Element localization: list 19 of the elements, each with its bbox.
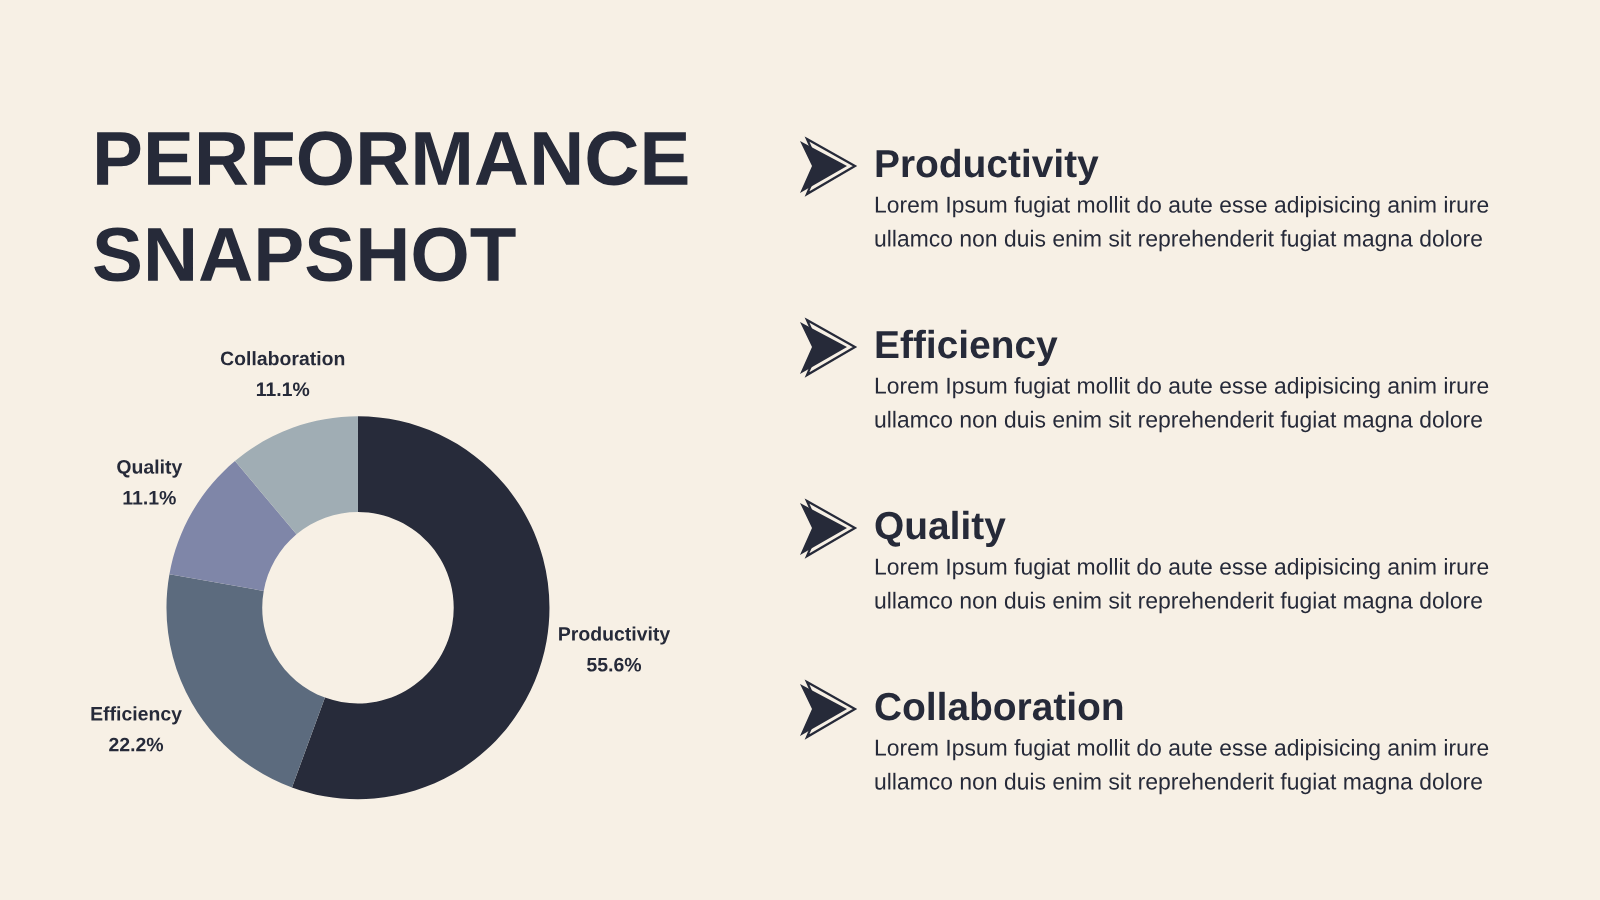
slice-label: Quality [117,459,183,478]
slice-label: Collaboration [220,351,345,366]
text: Lorem Ipsum fugiat mollit do aute esse adipisicing anim irure ullamco non duis enim sit reprehenderit fugiat magna dolore [875,377,1489,433]
data-label: 22.2% [109,737,164,752]
text: Lorem Ipsum fugiat mollit do aute esse adipisicing anim irure ullamco non duis enim sit reprehenderit fugiat magna dolore [875,739,1489,795]
text: Quality [875,510,1006,548]
data-label: 11.1% [256,382,310,397]
text: Collaboration [875,691,1123,721]
data-label: 11.1% [123,490,176,505]
donut-slice [291,416,550,800]
text: Lorem Ipsum fugiat mollit do aute esse adipisicing anim irure ullamco non duis enim sit reprehenderit fugiat magna dolore [875,558,1489,614]
text: Productivity [876,148,1099,186]
data-label: 55.6% [587,657,642,672]
chart-title: PERFORMANCE SNAPSHOT [94,131,688,282]
donut-slice [234,416,358,535]
text: Efficiency [876,329,1058,367]
slice-label: Efficiency [91,706,182,725]
text: Lorem Ipsum fugiat mollit do aute esse adipisicing anim irure ullamco non duis enim sit reprehenderit fugiat magna dolore [875,196,1489,252]
slice-label: Productivity [559,626,671,645]
